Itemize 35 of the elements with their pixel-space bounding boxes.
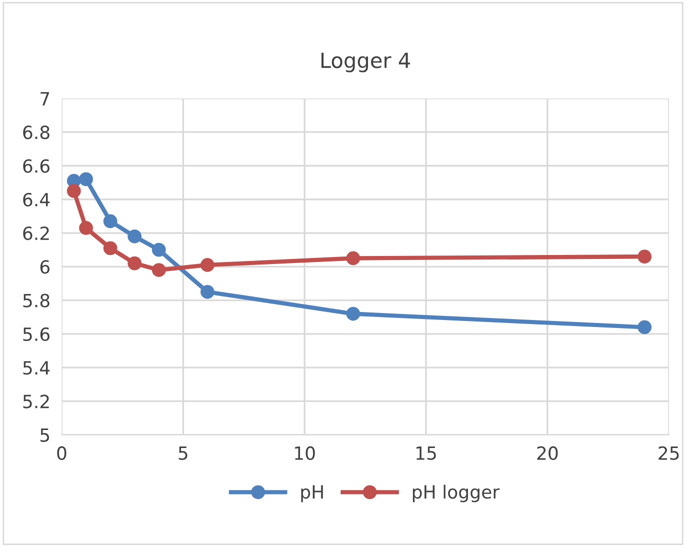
point — [152, 242, 166, 257]
chart-title: Logger 4 — [321, 52, 410, 72]
point — [128, 229, 142, 244]
point — [638, 320, 652, 334]
y-tick-label: 5.4 — [23, 361, 50, 375]
point — [66, 184, 81, 198]
legend-label: pH — [301, 485, 323, 502]
point — [103, 214, 118, 228]
y-tick-label: 7 — [40, 92, 50, 106]
point — [103, 241, 118, 256]
x-tick-label: 15 — [416, 446, 436, 460]
y-tick-label: 5.2 — [23, 394, 49, 408]
y-tick-label: 6.8 — [23, 126, 50, 140]
y-tick-label: 5 — [40, 428, 50, 442]
y-tick-label: 6.4 — [23, 192, 50, 206]
point — [79, 221, 93, 235]
x-tick-label: 20 — [537, 446, 558, 460]
x-tick-label: 10 — [295, 446, 315, 460]
x-tick-label: 25 — [658, 446, 679, 460]
x-tick-label: 5 — [178, 446, 188, 460]
y-tick-label: 6.6 — [23, 159, 50, 173]
x-tick-label: 0 — [57, 446, 66, 460]
point — [79, 172, 93, 186]
point — [346, 306, 360, 321]
legend-label: pH logger — [412, 484, 500, 502]
point — [152, 263, 166, 277]
point — [200, 284, 214, 299]
y-tick-label: 5.6 — [23, 327, 50, 342]
y-tick-label: 5.8 — [23, 294, 50, 308]
point — [200, 258, 214, 272]
y-tick-label: 6 — [40, 260, 50, 274]
y-tick-label: 6.2 — [23, 226, 49, 240]
point — [128, 256, 142, 270]
point — [638, 250, 652, 264]
point — [346, 251, 360, 266]
